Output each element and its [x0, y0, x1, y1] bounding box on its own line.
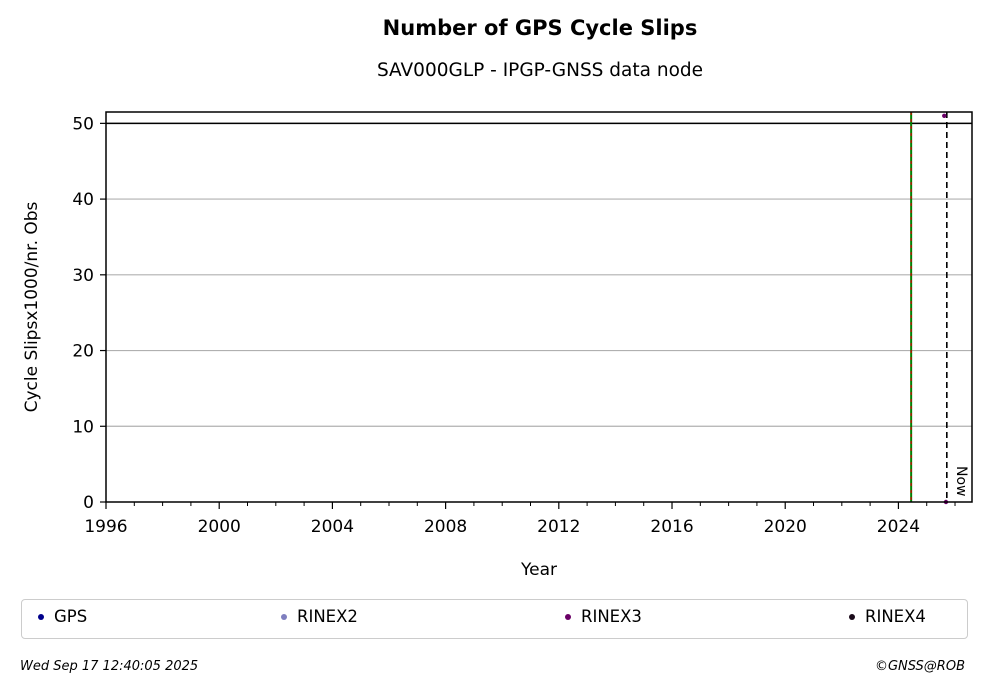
legend: GPS RINEX2 RINEX3 RINEX4 [21, 599, 968, 639]
plot-frame [105, 111, 973, 503]
legend-item-gps: GPS [38, 607, 87, 626]
y-axis-label: Cycle Slipsx1000/nr. Obs [22, 201, 42, 412]
x-tick-label-2004: 2004 [311, 517, 354, 537]
x-tick-label-2016: 2016 [650, 517, 693, 537]
data-point-rinex3-0 [942, 113, 947, 118]
legend-item-rinex2: RINEX2 [281, 607, 358, 626]
chart-title: Number of GPS Cycle Slips [382, 16, 698, 40]
now-label: Now [953, 466, 969, 497]
y-tick-label-10: 10 [72, 417, 94, 437]
y-tick-label-40: 40 [72, 190, 94, 210]
x-tick-label-2008: 2008 [424, 517, 467, 537]
x-axis-label: Year [520, 560, 557, 580]
x-tick-label-1996: 1996 [84, 517, 127, 537]
x-tick-label-2000: 2000 [198, 517, 241, 537]
footer-credit: ©GNSS@ROB [874, 659, 965, 674]
legend-label-rinex2: RINEX2 [297, 607, 358, 626]
x-tick-label-2012: 2012 [537, 517, 580, 537]
legend-marker-gps [38, 613, 44, 620]
legend-label-rinex4: RINEX4 [865, 607, 926, 626]
footer-timestamp: Wed Sep 17 12:40:05 2025 [20, 659, 199, 674]
y-tick-label-30: 30 [72, 266, 94, 286]
legend-label-gps: GPS [54, 607, 88, 626]
legend-marker-rinex4 [849, 613, 855, 620]
legend-label-rinex3: RINEX3 [581, 607, 642, 626]
legend-marker-rinex2 [281, 613, 287, 620]
legend-item-rinex4: RINEX4 [849, 607, 926, 626]
legend-marker-rinex3 [565, 613, 571, 620]
legend-item-rinex3: RINEX3 [565, 607, 642, 626]
x-tick-label-2024: 2024 [877, 517, 920, 537]
y-tick-label-20: 20 [72, 342, 94, 362]
y-tick-label-0: 0 [83, 493, 94, 513]
chart-subtitle: SAV000GLP - IPGP-GNSS data node [376, 60, 704, 81]
y-tick-label-50: 50 [72, 114, 94, 134]
x-tick-label-2020: 2020 [764, 517, 807, 537]
